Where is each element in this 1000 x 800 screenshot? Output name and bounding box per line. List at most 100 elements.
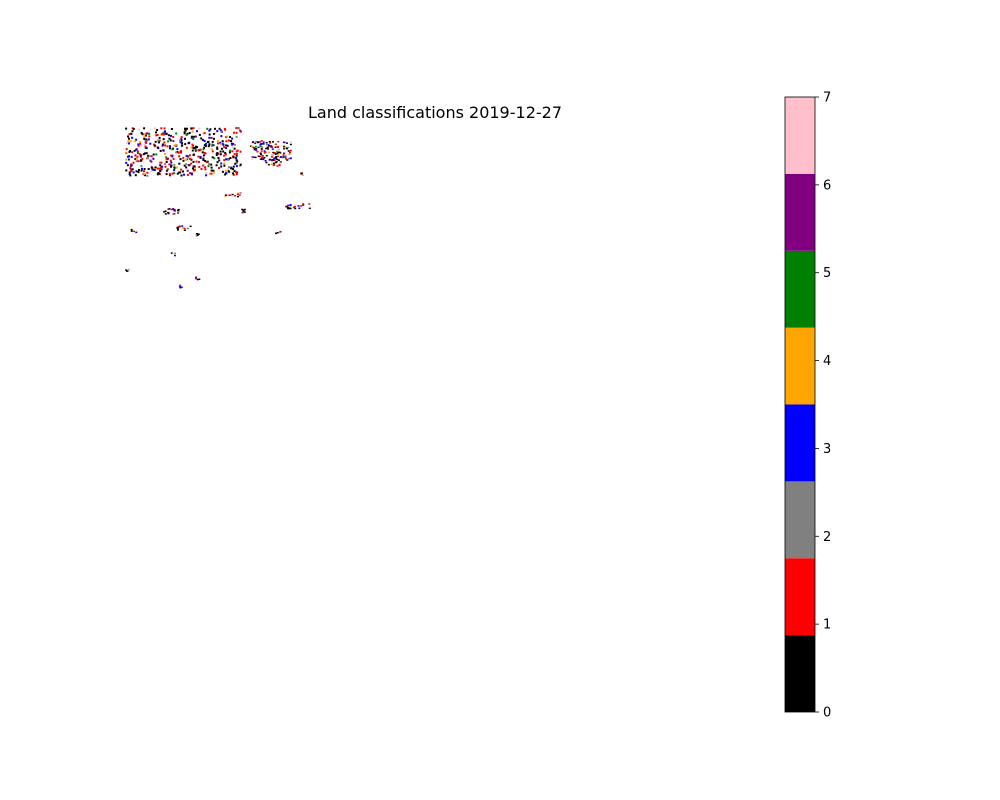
map-pixel: [148, 132, 151, 135]
map-pixel: [259, 153, 262, 156]
map-pixel: [146, 132, 149, 135]
map-pixel: [206, 141, 209, 143]
map-pixel: [231, 150, 234, 153]
map-pixel: [190, 162, 193, 165]
map-pixel: [226, 168, 229, 171]
map-pixel: [273, 164, 276, 166]
map-pixel: [208, 129, 211, 132]
map-pixel: [135, 148, 138, 151]
map-pixel: [192, 160, 195, 163]
map-pixel: [179, 139, 181, 142]
map-pixel: [215, 154, 218, 157]
map-pixel: [226, 135, 229, 138]
map-pixel: [271, 159, 274, 161]
colorbar-tick-label: 7: [823, 91, 831, 106]
map-pixel: [198, 278, 201, 280]
map-pixel: [215, 164, 218, 167]
map-pixel: [127, 135, 129, 138]
map-pixel: [210, 136, 213, 139]
map-pixel: [157, 139, 160, 142]
map-pixel: [162, 132, 165, 135]
map-pixel: [196, 278, 199, 281]
map-pixel: [302, 203, 305, 205]
map-pixel: [173, 209, 176, 211]
map-pixel: [175, 132, 178, 135]
map-pixel: [139, 154, 142, 157]
map-pixel: [156, 167, 159, 170]
map-pixel: [202, 132, 205, 135]
map-pixel: [286, 147, 288, 150]
map-pixel: [229, 136, 232, 138]
map-pixel: [262, 141, 265, 143]
map-pixel: [167, 208, 170, 210]
map-pixel: [174, 252, 176, 255]
map-pixel: [228, 166, 230, 169]
map-pixel: [148, 135, 151, 138]
map-pixel: [186, 158, 189, 161]
map-pixel: [174, 254, 176, 257]
map-pixel: [205, 174, 208, 177]
map-pixel: [190, 127, 193, 130]
map-pixel: [263, 150, 266, 152]
map-pixel: [128, 137, 130, 140]
map-pixel: [143, 168, 146, 170]
map-pixel: [196, 234, 199, 236]
map-pixel: [213, 157, 216, 160]
map-pixel: [137, 160, 140, 163]
map-pixel: [277, 148, 280, 151]
map-pixel: [205, 142, 208, 145]
map-pixel: [224, 195, 227, 198]
map-pixel: [254, 145, 257, 148]
map-pixel: [169, 147, 171, 150]
map-pixel: [183, 229, 186, 231]
map-pixel: [230, 142, 233, 145]
map-pixel: [157, 141, 160, 144]
colorbar-class-6: [785, 173, 815, 251]
map-pixel: [287, 146, 289, 149]
map-pixel: [289, 141, 292, 143]
map-pixel: [159, 164, 162, 167]
map-pixel: [173, 169, 176, 172]
map-pixel: [231, 146, 234, 149]
map-pixel: [143, 133, 146, 136]
map-pixel: [130, 168, 133, 171]
map-pixel: [153, 169, 156, 171]
map-pixel: [186, 169, 189, 172]
map-pixel: [232, 142, 235, 145]
map-pixel: [225, 172, 228, 175]
map-pixel: [155, 131, 157, 134]
map-pixel: [273, 159, 276, 161]
map-pixel: [159, 169, 162, 172]
map-pixel: [187, 227, 189, 230]
map-pixel: [125, 269, 128, 271]
map-pixel: [166, 145, 169, 148]
map-pixel: [172, 208, 174, 211]
map-pixel: [171, 172, 174, 175]
map-pixel: [196, 130, 198, 133]
map-pixel: [289, 157, 292, 160]
map-pixel: [236, 127, 239, 130]
map-pixel: [239, 192, 242, 194]
map-pixel: [239, 129, 242, 132]
map-pixel: [128, 151, 131, 153]
map-pixel: [259, 145, 262, 148]
map-pixel: [204, 166, 207, 169]
map-pixel: [208, 136, 211, 139]
map-pixel: [213, 137, 215, 140]
map-pixel: [133, 149, 136, 152]
map-pixel: [173, 144, 176, 147]
map-pixel: [158, 136, 161, 139]
map-pixel: [152, 167, 155, 170]
map-pixel: [259, 152, 262, 154]
map-pixel: [284, 158, 287, 160]
map-pixel: [194, 146, 197, 149]
map-pixel: [251, 145, 253, 148]
map-pixel: [225, 144, 228, 147]
map-pixel: [160, 161, 163, 164]
map-pixel: [219, 150, 222, 153]
colorbar-class-5: [785, 250, 815, 328]
map-pixel: [170, 154, 173, 157]
map-pixel: [202, 154, 205, 157]
map-pixel: [194, 166, 197, 169]
